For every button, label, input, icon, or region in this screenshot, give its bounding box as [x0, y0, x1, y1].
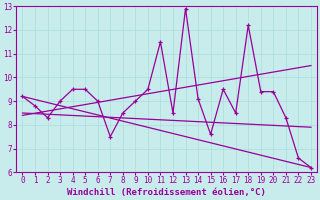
X-axis label: Windchill (Refroidissement éolien,°C): Windchill (Refroidissement éolien,°C)	[67, 188, 266, 197]
